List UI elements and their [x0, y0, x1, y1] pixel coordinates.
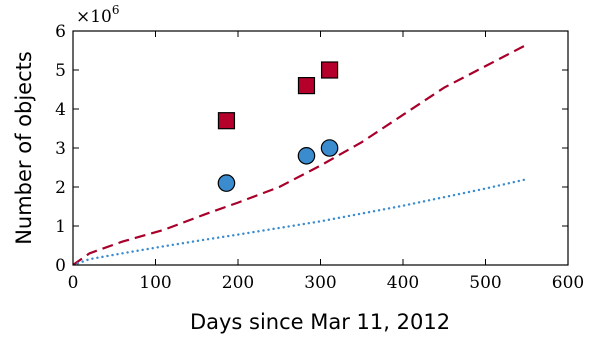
x-tick-label: 100: [139, 273, 171, 293]
dotted-line-series: [73, 178, 528, 265]
x-tick-label: 300: [304, 273, 336, 293]
circle-marker: [217, 174, 236, 192]
y-axis-multiplier-exponent: 6: [112, 3, 120, 17]
axes: 0 100 200 300 400 500 600 0 1 2 3 4 5 6: [55, 22, 584, 293]
square-marker: [297, 76, 316, 95]
x-tick-label: 0: [68, 273, 79, 293]
y-tick-label: 3: [55, 139, 66, 159]
y-tick-label: 2: [55, 178, 66, 198]
circle-marker: [297, 147, 316, 165]
y-axis-multiplier: ×106: [76, 3, 120, 27]
square-marker: [320, 61, 339, 79]
y-axis-label: Number of objects: [12, 51, 36, 245]
y-tick-label: 5: [55, 61, 66, 81]
y-tick-label: 0: [55, 256, 66, 276]
series-layer: [73, 43, 528, 265]
x-axis-label: Days since Mar 11, 2012: [190, 310, 450, 334]
y-axis-multiplier-base: ×10: [76, 7, 112, 27]
x-tick-label: 500: [469, 273, 501, 293]
x-tick-label: 600: [552, 273, 584, 293]
x-tick-label: 400: [387, 273, 419, 293]
x-tick-label: 200: [222, 273, 254, 293]
dashed-line-series: [73, 43, 528, 265]
circle-marker: [320, 139, 339, 157]
y-tick-label: 6: [55, 22, 66, 42]
y-tick-label: 4: [55, 100, 66, 120]
y-tick-label: 1: [55, 217, 66, 237]
square-marker: [217, 112, 236, 130]
plot-area: [73, 43, 528, 265]
plot-frame: [72, 30, 569, 266]
